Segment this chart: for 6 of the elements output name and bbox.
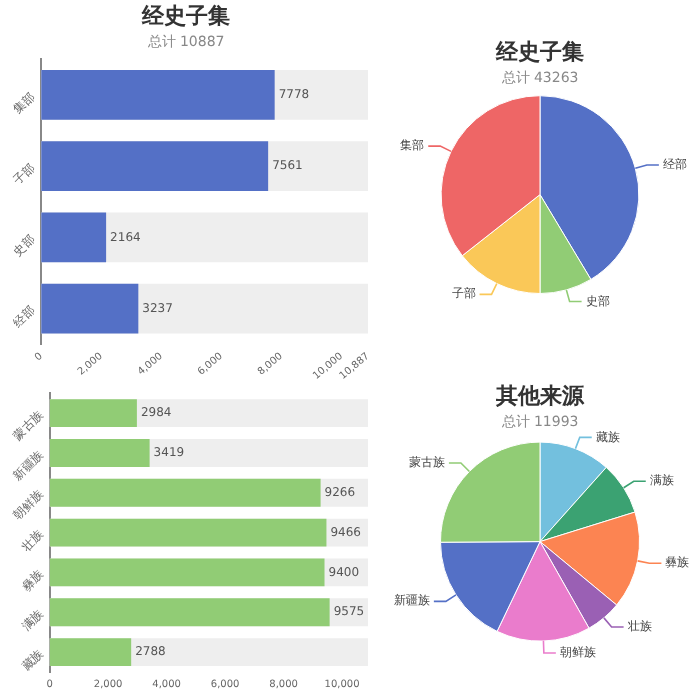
chart-title: 其他来源 bbox=[494, 382, 586, 409]
bar bbox=[49, 399, 137, 428]
chart-title: 经史子集 bbox=[494, 38, 584, 65]
bar bbox=[49, 439, 150, 467]
chart-title: 经史子集 bbox=[140, 2, 230, 29]
bar bbox=[49, 638, 132, 667]
